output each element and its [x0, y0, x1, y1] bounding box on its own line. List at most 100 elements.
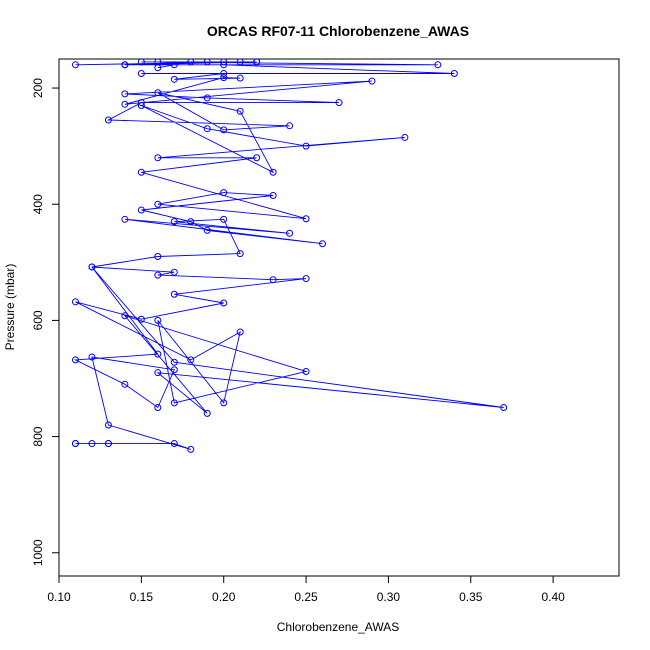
data-point [236, 58, 244, 66]
data-point [137, 206, 145, 214]
data-point [170, 268, 178, 276]
data-point [154, 316, 162, 324]
data-point [88, 353, 96, 361]
data-point [286, 229, 294, 237]
y-axis: 200 400 600 800 1000 [31, 78, 60, 566]
data-point [71, 440, 79, 448]
data-point [187, 218, 195, 226]
data-point [236, 328, 244, 336]
data-point [236, 74, 244, 82]
series-line [73, 61, 504, 450]
data-point [137, 101, 145, 109]
data-point [88, 263, 96, 271]
data-point [170, 358, 178, 366]
data-point [137, 168, 145, 176]
x-tick-label: 0.10 [47, 590, 71, 604]
data-point [220, 189, 228, 197]
y-tick-label: 400 [31, 194, 45, 214]
data-point [269, 168, 277, 176]
data-point [170, 366, 178, 374]
data-point [335, 99, 343, 107]
data-point [203, 58, 211, 66]
data-point [121, 312, 129, 320]
data-point [434, 61, 442, 69]
data-point [302, 275, 310, 283]
data-point [104, 421, 112, 429]
x-tick-label: 0.40 [541, 590, 565, 604]
data-point [121, 61, 129, 69]
data-point [170, 61, 178, 69]
data-point [450, 70, 458, 78]
x-axis: 0.10 0.15 0.20 0.25 0.30 0.35 0.40 [47, 575, 565, 604]
data-point [187, 356, 195, 364]
data-point [302, 215, 310, 223]
data-point [71, 298, 79, 306]
data-point [154, 154, 162, 162]
data-point [154, 350, 162, 358]
data-point [137, 315, 145, 323]
data-point [286, 122, 294, 130]
data-point [170, 399, 178, 407]
x-tick-label: 0.30 [377, 590, 401, 604]
chart-title: ORCAS RF07-11 Chlorobenzene_AWAS [207, 23, 469, 39]
data-point [253, 154, 261, 162]
data-point [319, 240, 327, 248]
y-tick-label: 600 [31, 310, 45, 330]
data-point [187, 58, 195, 66]
data-point [220, 70, 228, 78]
data-point [104, 116, 112, 124]
data-point [253, 58, 261, 66]
data-point [170, 290, 178, 298]
data-point [269, 192, 277, 200]
data-point [154, 253, 162, 261]
data-point [187, 445, 195, 453]
data-point [220, 399, 228, 407]
data-point [203, 94, 211, 102]
data-point [154, 404, 162, 412]
data-point [137, 58, 145, 66]
data-point [220, 58, 228, 66]
data-point [154, 64, 162, 72]
y-tick-label: 200 [31, 78, 45, 98]
data-point [220, 126, 228, 134]
data-point [220, 299, 228, 307]
x-tick-label: 0.35 [459, 590, 483, 604]
data-point [71, 61, 79, 69]
data-point [236, 250, 244, 258]
data-point [401, 133, 409, 141]
data-point [203, 409, 211, 417]
x-axis-label: Chlorobenzene_AWAS [277, 620, 400, 634]
data-point [170, 75, 178, 83]
x-tick-label: 0.25 [294, 590, 318, 604]
data-point [220, 74, 228, 82]
data-point [121, 380, 129, 388]
data-point [203, 125, 211, 133]
y-axis-label: Pressure (mbar) [3, 264, 17, 351]
data-point [154, 200, 162, 208]
data-point [104, 440, 112, 448]
data-point [220, 61, 228, 69]
data-point [137, 70, 145, 78]
data-point [121, 100, 129, 108]
data-point [203, 226, 211, 234]
x-tick-label: 0.15 [130, 590, 154, 604]
data-point [154, 271, 162, 279]
data-point [121, 90, 129, 98]
data-point [368, 77, 376, 85]
y-tick-label: 800 [31, 426, 45, 446]
data-point [170, 440, 178, 448]
data-point [137, 99, 145, 107]
data-point [220, 215, 228, 223]
data-point [154, 369, 162, 377]
data-point [269, 276, 277, 284]
data-point [71, 356, 79, 364]
plot-area [58, 58, 620, 577]
x-tick-label: 0.20 [212, 590, 236, 604]
data-point [236, 107, 244, 115]
series-layer [71, 58, 508, 453]
data-point [302, 142, 310, 150]
plot-frame [58, 58, 620, 577]
data-point [500, 404, 508, 412]
data-point [121, 215, 129, 223]
